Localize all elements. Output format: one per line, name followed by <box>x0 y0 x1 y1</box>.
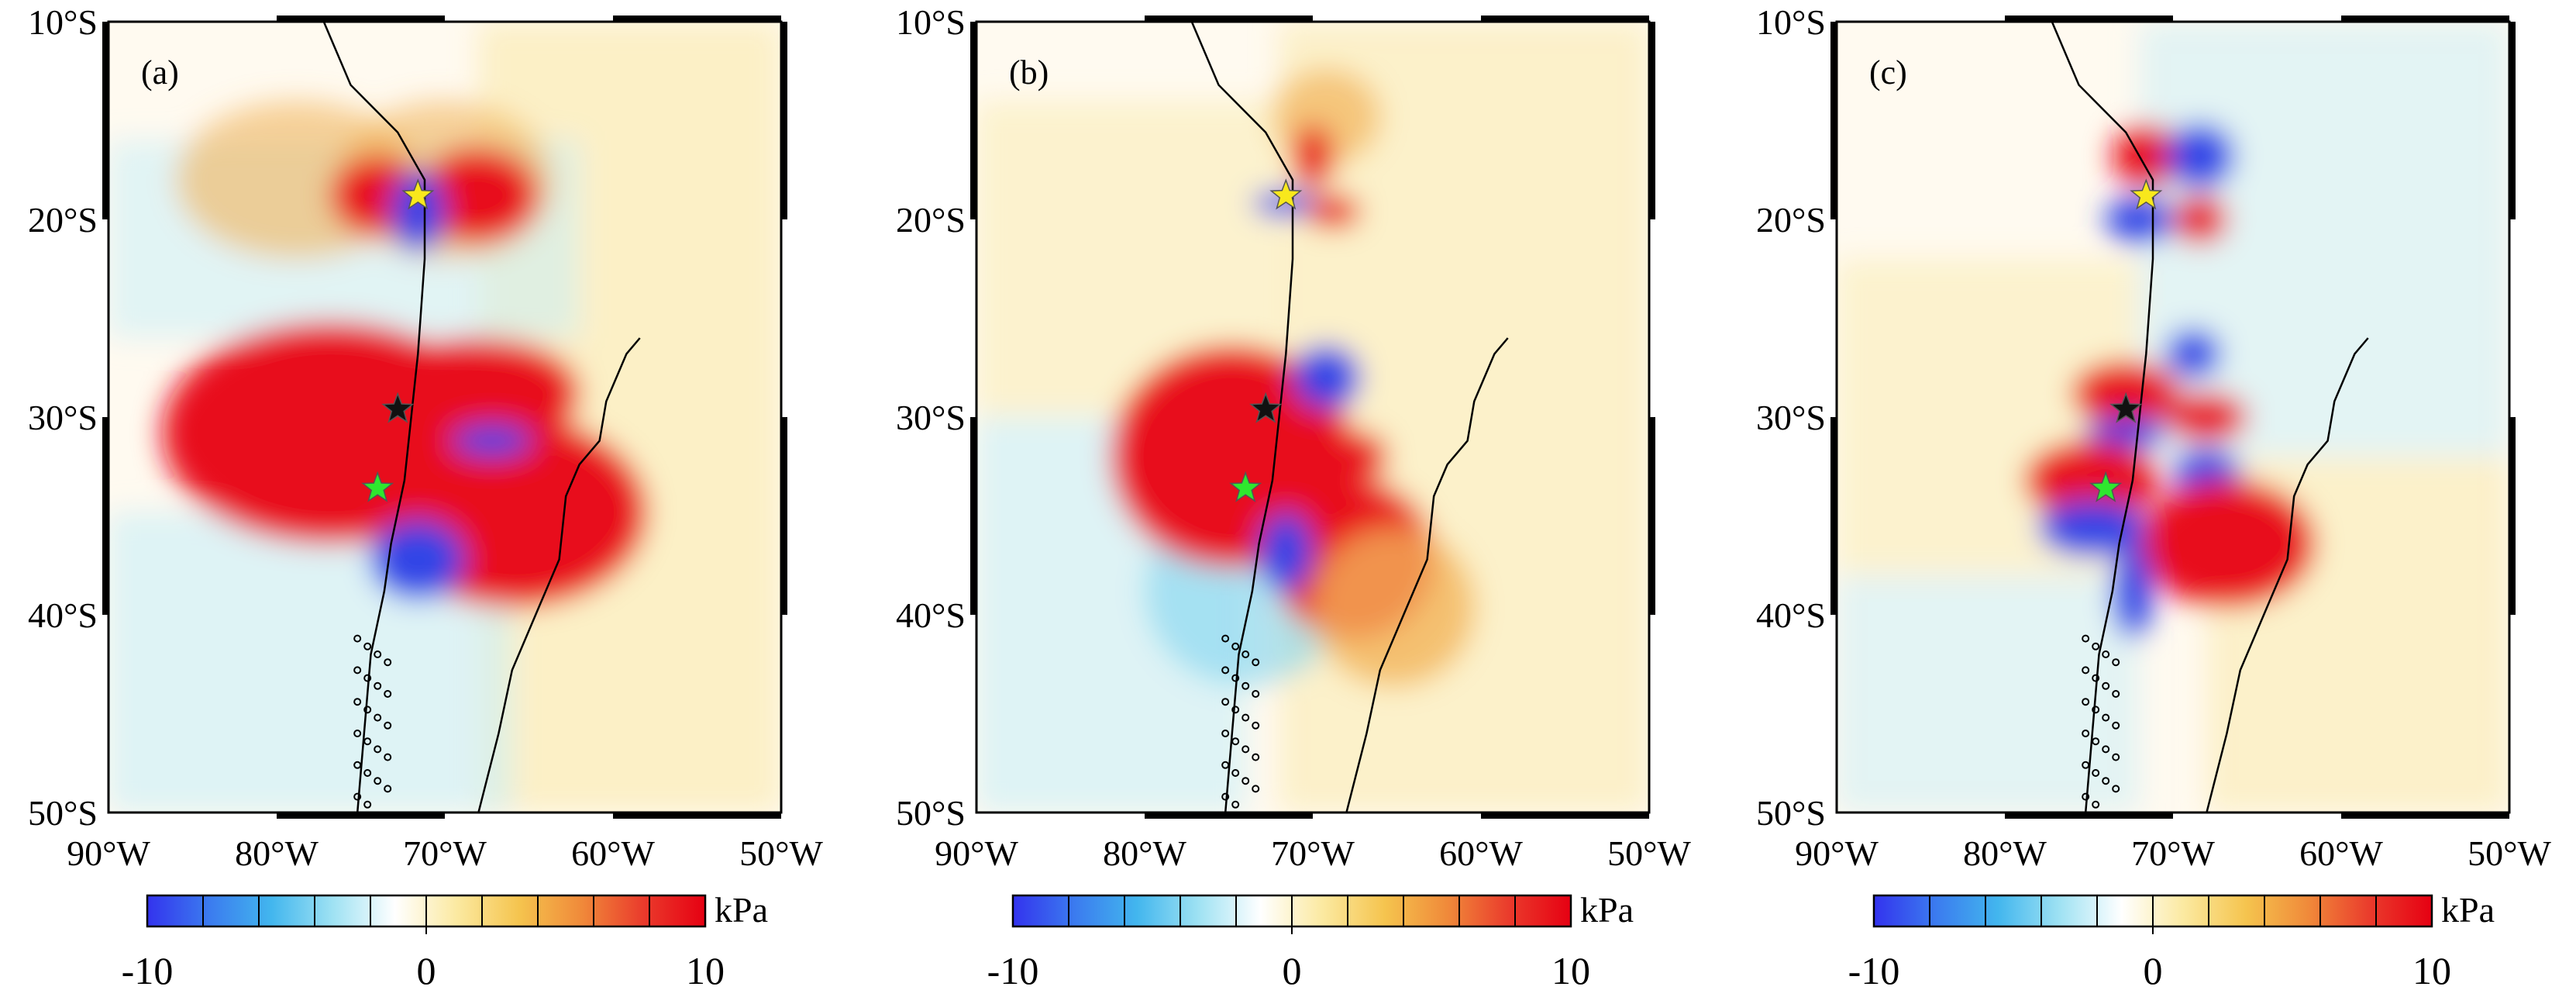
lon-tick-label: 60°W <box>571 833 655 873</box>
lat-tick-label: 40°S <box>28 595 98 635</box>
lon-tick-label: 50°W <box>1607 833 1691 873</box>
lon-tick-label: 90°W <box>935 833 1018 873</box>
west-coastline <box>2051 22 2154 813</box>
lat-tick-label: 10°S <box>896 2 966 42</box>
colorbar-max-label: 10 <box>1551 949 1590 992</box>
map-panel-b: (b) 10°S 20°S 30°S 40°S 50°S90°W 80°W 70°W 60°W 5… <box>896 2 1691 992</box>
green-star-icon <box>2089 471 2123 502</box>
map-panel-a: (a) 10°S 20°S 30°S 40°S 50°S90°W 80°W 70°W 60°W 5… <box>28 2 823 992</box>
black-star-icon <box>1249 392 1283 423</box>
colorbar-unit: kPa <box>1580 890 1634 930</box>
east-coastline <box>1345 337 1509 813</box>
lon-tick-label: 60°W <box>2299 833 2383 873</box>
colorbar: kPa -10 0 10 <box>987 890 1634 992</box>
lat-tick-label: 40°S <box>1756 595 1826 635</box>
east-coastline <box>477 337 641 813</box>
colorbar: kPa -10 0 10 <box>1848 890 2495 992</box>
colorbar-max-label: 10 <box>686 949 725 992</box>
colorbar-mid-label: 0 <box>417 949 436 992</box>
yellow-star-icon <box>1269 178 1303 210</box>
colorbar-unit: kPa <box>2441 890 2495 930</box>
stress-field <box>108 22 781 813</box>
panel-label: (a) <box>141 53 179 91</box>
colorbar-min-label: -10 <box>987 949 1039 992</box>
lat-tick-label: 20°S <box>28 200 98 240</box>
panel-label: (c) <box>1869 53 1907 91</box>
lon-tick-label: 80°W <box>1103 833 1186 873</box>
black-star-icon <box>381 392 415 423</box>
lat-tick-label: 30°S <box>1756 398 1826 437</box>
stress-field <box>976 22 1649 813</box>
lon-tick-label: 70°W <box>1271 833 1355 873</box>
map-panel-c: (c) 10°S 20°S 30°S 40°S 50°S90°W 80°W 70°W 60°W 5… <box>1756 2 2551 992</box>
colorbar-max-label: 10 <box>2412 949 2451 992</box>
lon-tick-label: 80°W <box>235 833 319 873</box>
lon-tick-label: 60°W <box>1439 833 1523 873</box>
lat-tick-label: 10°S <box>1756 2 1826 42</box>
yellow-star-icon <box>401 178 435 210</box>
lon-tick-label: 70°W <box>2131 833 2215 873</box>
colorbar-min-label: -10 <box>1848 949 1900 992</box>
lon-tick-label: 90°W <box>1795 833 1879 873</box>
stress-field <box>1837 22 2509 813</box>
colorbar-mid-label: 0 <box>1283 949 1302 992</box>
lat-tick-label: 30°S <box>896 398 966 437</box>
black-star-icon <box>2109 392 2143 423</box>
green-star-icon <box>1229 471 1262 502</box>
lat-tick-label: 40°S <box>896 595 966 635</box>
colorbar-unit: kPa <box>715 890 768 930</box>
west-coastline <box>322 22 426 813</box>
panel-label: (b) <box>1009 53 1049 91</box>
lon-tick-label: 50°W <box>739 833 823 873</box>
lat-tick-label: 20°S <box>1756 200 1826 240</box>
colorbar: kPa -10 0 10 <box>122 890 768 992</box>
lat-tick-label: 30°S <box>28 398 98 437</box>
colorbar-min-label: -10 <box>122 949 174 992</box>
lat-tick-label: 10°S <box>28 2 98 42</box>
yellow-star-icon <box>2130 178 2163 210</box>
lat-tick-label: 20°S <box>896 200 966 240</box>
colorbar-mid-label: 0 <box>2144 949 2163 992</box>
lon-tick-label: 90°W <box>67 833 150 873</box>
lat-tick-label: 50°S <box>28 793 98 833</box>
lon-tick-label: 50°W <box>2468 833 2551 873</box>
west-coastline <box>1190 22 1294 813</box>
east-coastline <box>2206 337 2369 813</box>
lon-tick-label: 80°W <box>1963 833 2047 873</box>
lon-tick-label: 70°W <box>403 833 487 873</box>
lat-tick-label: 50°S <box>896 793 966 833</box>
lat-tick-label: 50°S <box>1756 793 1826 833</box>
green-star-icon <box>361 471 394 502</box>
